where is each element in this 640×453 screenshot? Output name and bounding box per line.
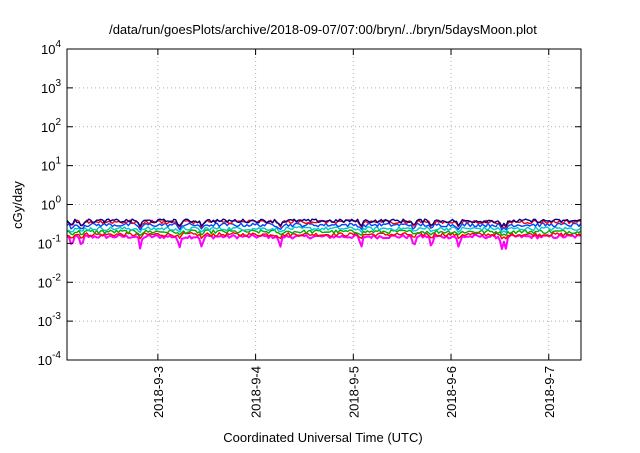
y-tick-label: 104: [41, 39, 61, 57]
series-line: [66, 218, 582, 228]
series-layer: [66, 218, 582, 250]
y-tick-label: 102: [41, 117, 61, 135]
y-tick-label: 10-2: [38, 272, 62, 290]
y-tick-label: 10-4: [38, 350, 62, 368]
x-tick-label: 2018-9-4: [249, 366, 264, 418]
chart-title: /data/run/goesPlots/archive/2018-09-07/0…: [109, 22, 537, 37]
x-tick-label: 2018-9-3: [151, 366, 166, 418]
series-line: [66, 233, 582, 250]
series-line: [66, 229, 582, 237]
axis-layer: 10-4 10-3 10-2 10-1 100 101 102 103 104 2018-9-3 2…: [38, 39, 581, 418]
y-tick-label: 100: [41, 195, 61, 213]
y-axis-label: cGy/day: [10, 181, 25, 229]
x-tick-label: 2018-9-7: [542, 366, 557, 418]
series-line: [66, 226, 582, 234]
series-line: [66, 222, 582, 231]
y-tick-label: 10-1: [38, 233, 62, 251]
x-tick-label: 2018-9-5: [346, 366, 361, 418]
x-tick-label: 2018-9-6: [444, 366, 459, 418]
y-tick-label: 10-3: [38, 311, 62, 329]
grid-layer: [67, 49, 581, 360]
series-line: [66, 232, 582, 240]
x-axis-label: Coordinated Universal Time (UTC): [223, 430, 422, 445]
y-tick-label: 103: [41, 78, 61, 96]
y-tick-label: 101: [41, 156, 61, 174]
